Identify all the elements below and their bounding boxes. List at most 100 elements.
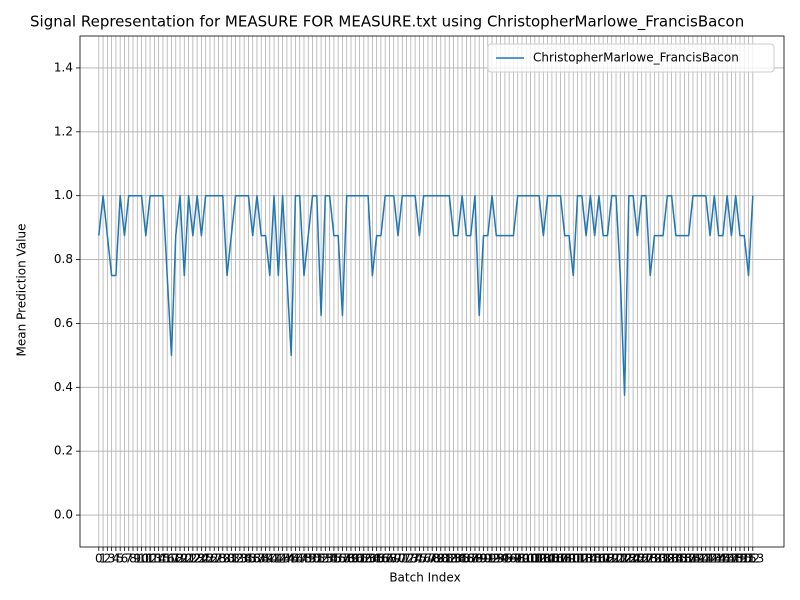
y-tick-label: 0.0 bbox=[54, 508, 73, 522]
x-tick-label: 91 bbox=[480, 552, 495, 566]
x-tick-label: 38 bbox=[254, 552, 269, 566]
x-tick-label: 58 bbox=[339, 552, 354, 566]
x-tick-label: 62 bbox=[356, 552, 371, 566]
x-tick-label: 77 bbox=[420, 552, 435, 566]
x-tick-label: 82 bbox=[442, 552, 457, 566]
x-tick-label: 85 bbox=[454, 552, 469, 566]
x-tick-label: 123 bbox=[613, 552, 636, 566]
x-tick-label: 67 bbox=[378, 552, 393, 566]
x-tick-label: 116 bbox=[583, 552, 606, 566]
x-tick-label: 107 bbox=[545, 552, 568, 566]
x-tick-label: 84 bbox=[450, 552, 465, 566]
x-tick-label: 75 bbox=[412, 552, 427, 566]
x-tick-label: 7 bbox=[125, 552, 133, 566]
x-tick-label: 66 bbox=[373, 552, 388, 566]
x-tick-label: 120 bbox=[600, 552, 623, 566]
x-tick-label: 37 bbox=[249, 552, 264, 566]
y-axis-label: Mean Prediction Value bbox=[15, 224, 29, 357]
x-tick-label: 83 bbox=[446, 552, 461, 566]
x-tick-label: 39 bbox=[258, 552, 273, 566]
x-tick-label: 42 bbox=[271, 552, 286, 566]
x-tick-label: 47 bbox=[292, 552, 307, 566]
x-tick-label: 141 bbox=[690, 552, 713, 566]
x-tick-label: 139 bbox=[682, 552, 705, 566]
x-tick-label: 6 bbox=[121, 552, 129, 566]
x-tick-label: 46 bbox=[288, 552, 303, 566]
x-tick-label: 12 bbox=[142, 552, 157, 566]
x-tick-label: 94 bbox=[493, 552, 508, 566]
x-tick-label: 90 bbox=[476, 552, 491, 566]
x-tick-label: 99 bbox=[514, 552, 529, 566]
x-tick-label: 135 bbox=[664, 552, 687, 566]
y-tick-label: 0.2 bbox=[54, 444, 73, 458]
x-tick-label: 114 bbox=[575, 552, 598, 566]
x-tick-label: 40 bbox=[262, 552, 277, 566]
x-tick-label: 138 bbox=[677, 552, 700, 566]
x-tick-label: 136 bbox=[669, 552, 692, 566]
x-tick-label: 32 bbox=[228, 552, 243, 566]
x-tick-label: 104 bbox=[532, 552, 555, 566]
x-tick-label: 148 bbox=[720, 552, 743, 566]
x-tick-label: 93 bbox=[489, 552, 504, 566]
x-tick-label: 18 bbox=[168, 552, 183, 566]
y-tick-label: 1.4 bbox=[54, 60, 73, 74]
x-tick-label: 1 bbox=[99, 552, 107, 566]
x-tick-label: 89 bbox=[472, 552, 487, 566]
x-tick-label: 145 bbox=[707, 552, 730, 566]
x-tick-label: 92 bbox=[484, 552, 499, 566]
x-tick-label: 115 bbox=[579, 552, 602, 566]
x-tick-label: 64 bbox=[365, 552, 380, 566]
x-tick-label: 100 bbox=[515, 552, 538, 566]
x-tick-label: 54 bbox=[322, 552, 337, 566]
x-tick-label: 102 bbox=[523, 552, 546, 566]
x-tick-label: 27 bbox=[207, 552, 222, 566]
x-tick-label: 137 bbox=[673, 552, 696, 566]
x-tick-label: 97 bbox=[506, 552, 521, 566]
x-tick-label: 2 bbox=[104, 552, 112, 566]
chart-title: Signal Representation for MEASURE FOR ME… bbox=[30, 13, 744, 32]
x-tick-label: 108 bbox=[549, 552, 572, 566]
x-tick-label: 129 bbox=[639, 552, 662, 566]
x-tick-label: 20 bbox=[177, 552, 192, 566]
x-tick-label: 152 bbox=[737, 552, 760, 566]
x-tick-label: 144 bbox=[703, 552, 726, 566]
x-tick-label: 105 bbox=[536, 552, 559, 566]
x-tick-label: 51 bbox=[309, 552, 324, 566]
x-tick-label: 29 bbox=[215, 552, 230, 566]
x-tick-label: 73 bbox=[403, 552, 418, 566]
x-tick-label: 22 bbox=[185, 552, 200, 566]
x-tick-label: 98 bbox=[510, 552, 525, 566]
x-tick-label: 48 bbox=[296, 552, 311, 566]
x-tick-label: 33 bbox=[232, 552, 247, 566]
x-tick-label: 150 bbox=[729, 552, 752, 566]
x-tick-label: 121 bbox=[605, 552, 628, 566]
x-tick-label: 106 bbox=[540, 552, 563, 566]
x-tick-label: 13 bbox=[147, 552, 162, 566]
x-tick-label: 17 bbox=[164, 552, 179, 566]
x-tick-label: 19 bbox=[172, 552, 187, 566]
x-tick-label: 61 bbox=[352, 552, 367, 566]
x-tick-label: 0 bbox=[95, 552, 103, 566]
x-tick-label: 112 bbox=[566, 552, 589, 566]
x-tick-label: 142 bbox=[694, 552, 717, 566]
x-tick-label: 43 bbox=[275, 552, 290, 566]
x-tick-label: 70 bbox=[390, 552, 405, 566]
x-tick-label: 111 bbox=[562, 552, 585, 566]
x-tick-label: 134 bbox=[660, 552, 683, 566]
x-tick-label: 76 bbox=[416, 552, 431, 566]
x-tick-label: 81 bbox=[437, 552, 452, 566]
x-tick-label: 146 bbox=[711, 552, 734, 566]
x-tick-label: 68 bbox=[382, 552, 397, 566]
x-tick-label: 31 bbox=[224, 552, 239, 566]
x-tick-label: 128 bbox=[634, 552, 657, 566]
x-tick-label: 16 bbox=[160, 552, 175, 566]
x-tick-label: 80 bbox=[433, 552, 448, 566]
x-tick-label: 52 bbox=[313, 552, 328, 566]
x-tick-label: 8 bbox=[129, 552, 137, 566]
x-tick-label: 59 bbox=[343, 552, 358, 566]
x-tick-label: 4 bbox=[112, 552, 120, 566]
x-tick-label: 153 bbox=[741, 552, 764, 566]
x-tick-label: 87 bbox=[463, 552, 478, 566]
x-tick-label: 34 bbox=[236, 552, 251, 566]
